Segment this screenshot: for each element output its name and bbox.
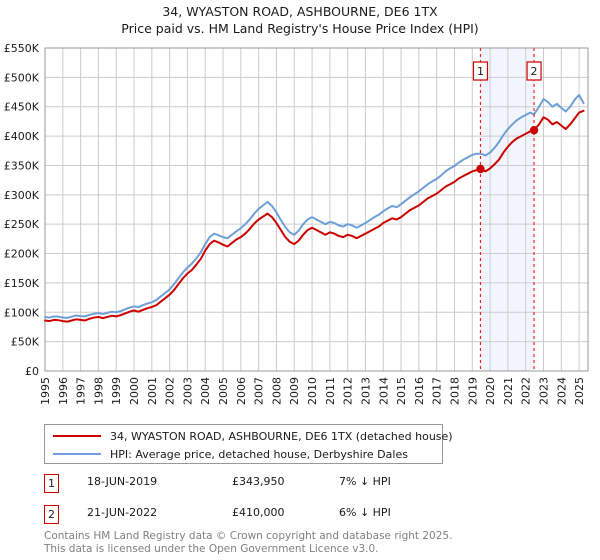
chart-plot-area: £0 £50K £100K £150K £200K £250K £300K £350K £400…: [4, 42, 589, 405]
y-axis-tick-label: £300K: [4, 189, 40, 202]
x-axis-tick-label: 2001: [146, 377, 159, 405]
x-axis-tick-label: 2008: [270, 377, 283, 405]
x-axis-tick-label: 2005: [217, 377, 230, 405]
x-axis-tick-label: 2011: [324, 377, 337, 405]
x-axis-tick-label: 2016: [413, 377, 426, 405]
legend-swatch-hpi: [53, 453, 101, 455]
x-axis-tick-label: 2015: [395, 377, 408, 405]
sale-marker-badge[interactable]: [526, 61, 542, 81]
x-axis-tick-label: 2009: [288, 377, 301, 405]
legend-item-price-paid: 34, WYASTON ROAD, ASHBOURNE, DE6 1TX (de…: [53, 427, 453, 445]
x-axis-tick-label: 1997: [75, 377, 88, 405]
y-axis-tick-label: £450K: [4, 101, 40, 114]
y-axis-tick-label: £50K: [11, 336, 40, 349]
plot-frame: [44, 47, 589, 372]
legend-swatch-price-paid: [53, 435, 101, 437]
x-axis-tick-label: 2023: [537, 377, 550, 405]
x-axis-tick-label: 2017: [431, 377, 444, 405]
x-axis-tick-label: 1996: [57, 377, 70, 405]
x-axis-tick-label: 2002: [164, 377, 177, 405]
x-axis-tick-label: 2022: [520, 377, 533, 405]
chart-legend: 34, WYASTON ROAD, ASHBOURNE, DE6 1TX (de…: [44, 424, 453, 464]
series-line-price-paid: [44, 109, 585, 323]
sale-hpi-delta-1: 7% ↓ HPI: [339, 475, 391, 488]
sale-marker-badge-label: 2: [531, 65, 538, 78]
y-axis-tick-label: £0: [25, 365, 39, 378]
y-axis-tick-label: £400K: [4, 130, 40, 143]
x-axis-tick-label: 2019: [466, 377, 479, 405]
sale-period-band: [480, 48, 535, 371]
sale-entry-1: 1 18-JUN-2019 £343,950 7% ↓ HPI: [44, 474, 474, 494]
y-axis-tick-label: £250K: [4, 218, 40, 231]
x-axis-tick-label: 1995: [39, 377, 52, 405]
x-axis-tick-label: 2000: [128, 377, 141, 405]
x-axis-tick-label: 2007: [253, 377, 266, 405]
sale-marker-dot: [529, 126, 539, 135]
sale-date-2: 21-JUN-2022: [87, 506, 158, 519]
x-axis-tick-label: 2013: [359, 377, 372, 405]
y-axis-tick-label: £350K: [4, 159, 40, 172]
footer-attribution: Contains HM Land Registry data © Crown c…: [44, 530, 564, 555]
chart-title-block: 34, WYASTON ROAD, ASHBOURNE, DE6 1TX Pri…: [0, 3, 600, 37]
footer-line-2: This data is licensed under the Open Gov…: [44, 542, 379, 555]
y-axis-tick-label: £150K: [4, 277, 40, 290]
legend-item-hpi: HPI: Average price, detached house, Derb…: [53, 445, 408, 463]
sale-date-1: 18-JUN-2019: [87, 475, 158, 488]
sale-marker-dot: [476, 164, 485, 174]
y-axis-tick-label: £550K: [4, 42, 40, 55]
sale-price-1: £343,950: [232, 475, 285, 488]
series-line-hpi: [44, 93, 585, 319]
x-axis-tick-label: 2004: [199, 377, 212, 405]
legend-label-price-paid: 34, WYASTON ROAD, ASHBOURNE, DE6 1TX (de…: [110, 429, 453, 443]
x-axis-tick-label: 2014: [377, 377, 390, 405]
page-subtitle: Price paid vs. HM Land Registry's House …: [121, 21, 479, 36]
x-axis-tick-label: 2010: [306, 377, 319, 405]
x-axis-tick-label: 2012: [342, 377, 355, 405]
y-axis-tick-label: £100K: [4, 306, 40, 319]
x-axis-tick-label: 1998: [92, 377, 105, 405]
sale-hpi-delta-2: 6% ↓ HPI: [339, 506, 391, 519]
footer-line-1: Contains HM Land Registry data © Crown c…: [44, 530, 453, 542]
x-axis-tick-label: 2018: [448, 377, 461, 405]
x-axis-tick-label: 2006: [235, 377, 248, 405]
y-axis-tick-label: £200K: [4, 248, 40, 261]
sale-badge-2: 2: [44, 505, 59, 524]
legend-label-hpi: HPI: Average price, detached house, Derb…: [110, 447, 408, 461]
sale-marker-badge-label: 1: [477, 65, 484, 78]
x-axis-tick-label: 2020: [484, 377, 497, 405]
sale-badge-1: 1: [44, 474, 59, 493]
x-axis-tick-label: 2024: [555, 377, 568, 405]
sale-entry-2: 2 21-JUN-2022 £410,000 6% ↓ HPI: [44, 505, 474, 525]
x-axis-tick-label: 2025: [573, 377, 586, 405]
x-axis-tick-label: 2021: [502, 377, 515, 405]
sale-price-2: £410,000: [232, 506, 285, 519]
x-axis-tick-label: 2003: [181, 377, 194, 405]
y-axis-tick-label: £500K: [4, 71, 40, 84]
x-axis-tick-label: 1999: [110, 377, 123, 405]
page-title: 34, WYASTON ROAD, ASHBOURNE, DE6 1TX: [162, 4, 438, 19]
sale-marker-badge[interactable]: [472, 61, 489, 81]
